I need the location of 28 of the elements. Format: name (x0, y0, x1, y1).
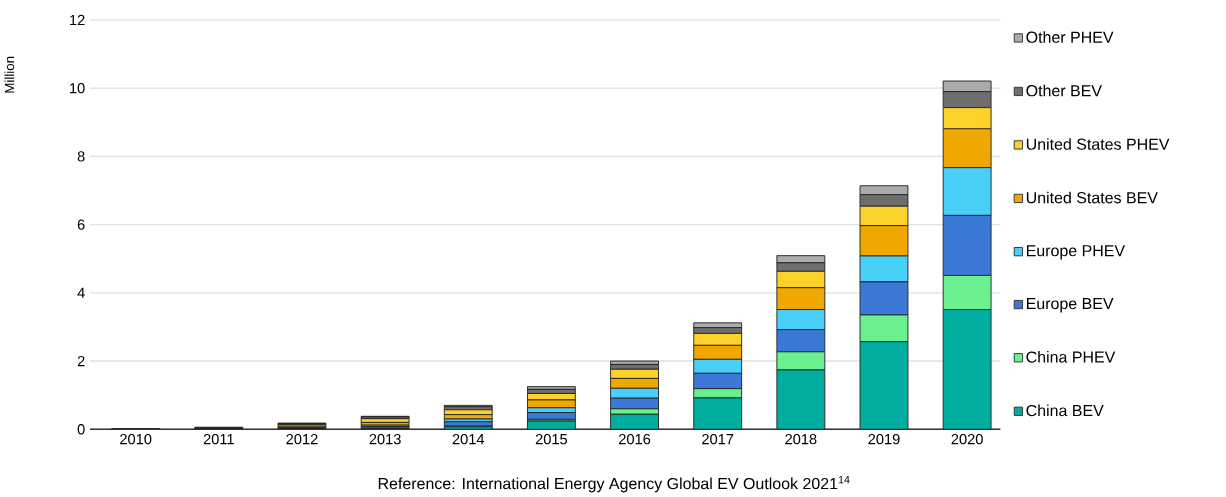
x-tick-label: 2017 (702, 433, 734, 445)
x-tick-label: 2019 (868, 433, 900, 445)
y-tick-label: 2 (77, 355, 85, 367)
legend-label: Europe PHEV (1026, 245, 1126, 260)
legend-label: Other PHEV (1026, 31, 1114, 43)
y-tick-label: 4 (77, 287, 85, 298)
legend-label: China BEV (1026, 404, 1104, 417)
text: Reference: International Energy Agency Global EV Outlook 2021$^{14}$ (378, 475, 850, 493)
legend-label: China PHEV (1026, 350, 1116, 363)
x-tick-label: 2020 (951, 433, 983, 445)
x-tick-label: 2015 (535, 433, 568, 445)
x-tick-label: 2011 (203, 433, 234, 445)
legend-label: Europe BEV (1026, 298, 1114, 313)
y-tick-label: 10 (70, 82, 85, 94)
legend-label: Other BEV (1026, 84, 1102, 97)
x-tick-label: 2018 (785, 433, 817, 445)
x-tick-label: 2010 (120, 433, 152, 445)
x-tick-label: 2014 (452, 433, 485, 445)
x-tick-label: 2012 (286, 433, 318, 445)
legend-label: United States BEV (1026, 191, 1158, 204)
y-tick-label: 8 (77, 151, 85, 162)
y-tick-label: 0 (77, 424, 85, 435)
x-tick-label: 2013 (369, 433, 401, 445)
y-tick-label: 6 (77, 219, 85, 230)
y-tick-label: 12 (70, 14, 85, 25)
x-tick-label: 2016 (618, 433, 651, 445)
legend-label: United States PHEV (1026, 138, 1170, 150)
y-axis-title: Million (4, 56, 15, 93)
